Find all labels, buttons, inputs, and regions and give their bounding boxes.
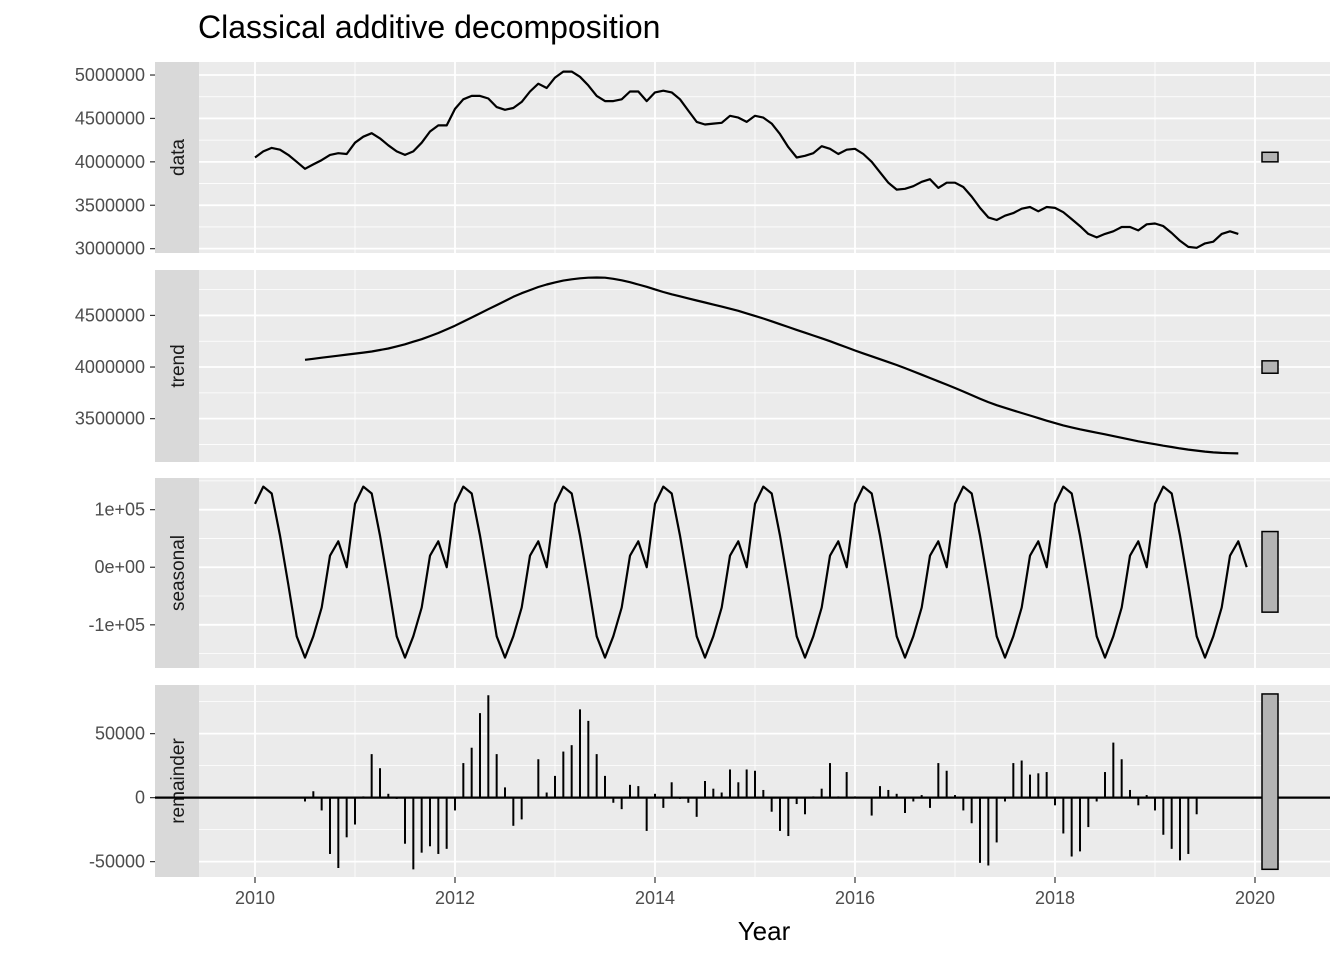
- scale-bar: [1261, 360, 1279, 374]
- x-tick-label: 2012: [435, 888, 475, 908]
- scale-bar: [1261, 151, 1279, 163]
- strip-label-trend: trend: [168, 344, 189, 387]
- x-tick-label: 2010: [235, 888, 275, 908]
- y-tick-label: 0e+00: [94, 557, 145, 577]
- y-tick-label: 4500000: [75, 108, 145, 128]
- x-tick-label: 2020: [1235, 888, 1275, 908]
- panel-data: data 3000000 3500000 4000000 4500000 5000000: [75, 62, 1330, 259]
- chart-title: Classical additive decomposition: [198, 9, 660, 45]
- panel-trend: trend 3500000 4000000 4500000: [75, 270, 1330, 462]
- strip-label-data: data: [168, 139, 189, 176]
- y-tick-label: -1e+05: [88, 615, 145, 635]
- y-tick-label: 3000000: [75, 239, 145, 259]
- y-tick-label: 3500000: [75, 409, 145, 429]
- strip-label-seasonal: seasonal: [168, 535, 189, 611]
- strip-background: [155, 478, 199, 668]
- y-tick-label: 0: [135, 788, 145, 808]
- y-tick-label: 4000000: [75, 152, 145, 172]
- panel-background: [155, 62, 1330, 253]
- panel-background: [155, 270, 1330, 462]
- series-line-data: [254, 70, 1239, 249]
- strip-background: [155, 685, 199, 877]
- strip-label-remainder: remainder: [168, 738, 189, 824]
- y-tick-label: 4000000: [75, 357, 145, 377]
- panel-remainder: remainder -50000 0 50000: [89, 685, 1330, 877]
- x-axis-title: Year: [738, 916, 791, 946]
- y-tick-label: 4500000: [75, 305, 145, 325]
- x-tick-label: 2016: [835, 888, 875, 908]
- x-axis: 2010 2012 2014 2016 2018 2020: [235, 877, 1275, 908]
- scale-bar: [1261, 693, 1279, 871]
- series-line-trend: [304, 276, 1239, 455]
- x-tick-label: 2018: [1035, 888, 1075, 908]
- y-tick-label: 50000: [95, 724, 145, 744]
- y-tick-label: 3500000: [75, 195, 145, 215]
- strip-background: [155, 270, 199, 462]
- strip-background: [155, 62, 199, 253]
- facet-panels: data 3000000 3500000 4000000 4500000 5000000 t…: [75, 62, 1330, 877]
- y-tick-label: 5000000: [75, 65, 145, 85]
- y-tick-label: -50000: [89, 852, 145, 872]
- panel-seasonal: seasonal -1e+05 0e+00 1e+05: [88, 478, 1330, 668]
- series-line-seasonal: [254, 485, 1248, 659]
- x-tick-label: 2014: [635, 888, 675, 908]
- scale-bar: [1261, 530, 1279, 613]
- y-tick-label: 1e+05: [94, 500, 145, 520]
- panel-background: [155, 685, 1330, 877]
